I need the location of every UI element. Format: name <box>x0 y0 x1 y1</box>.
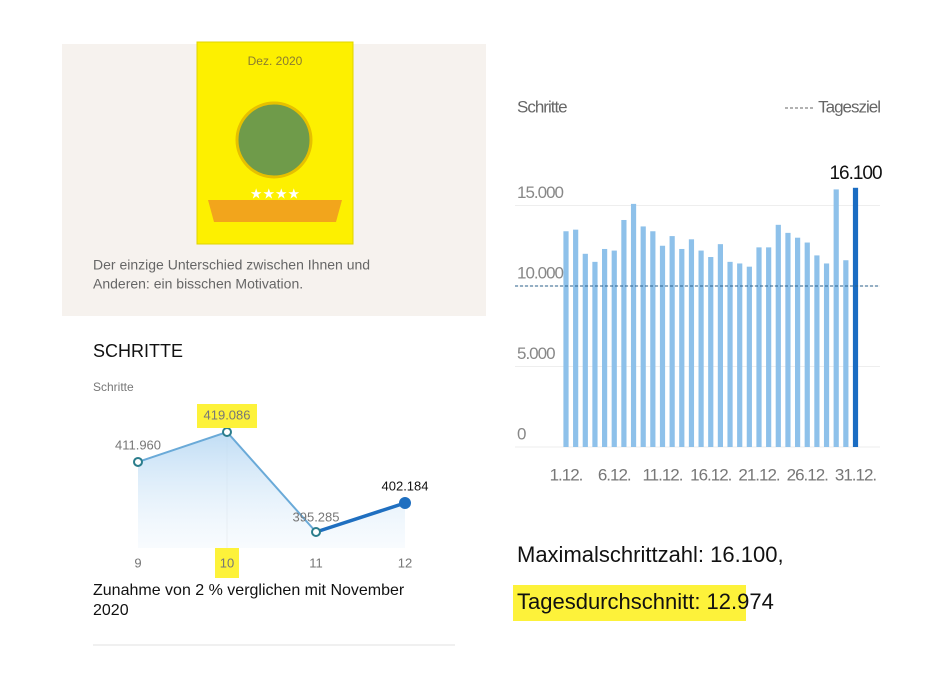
summary-max: Maximalschrittzahl: 16.100, <box>517 542 784 567</box>
bar <box>843 260 849 447</box>
value-label: 411.960 <box>115 437 161 452</box>
bar <box>698 250 704 447</box>
bar <box>592 261 598 447</box>
badge-title: Dez. 2020 <box>248 54 303 68</box>
bar <box>766 247 772 447</box>
x-tick-label: 11 <box>309 555 323 570</box>
bar <box>708 257 714 447</box>
y-tick-label: 10.000 <box>517 263 564 282</box>
bar <box>756 247 762 447</box>
card-text: Anderen: ein bisschen Motivation. <box>93 276 303 292</box>
legend-label: Tagesziel <box>818 97 880 116</box>
y-tick-label: 5.000 <box>517 344 555 363</box>
value-label: 395.285 <box>293 509 340 524</box>
point <box>399 497 411 510</box>
x-tick-label: 31.12. <box>835 465 877 484</box>
highlight <box>513 585 746 621</box>
value-label: 419.086 <box>204 407 251 422</box>
bar <box>775 224 781 447</box>
x-tick-label: 21.12. <box>738 465 780 484</box>
caption: 2020 <box>93 602 129 619</box>
y-axis-label: Schritte <box>93 380 134 394</box>
bar <box>804 242 810 447</box>
label-highlight <box>197 404 257 428</box>
bar <box>795 237 801 447</box>
section-title: SCHRITTE <box>93 341 183 361</box>
badge-ribbon <box>208 200 342 222</box>
bar <box>630 203 637 447</box>
x-tick-label: 26.12. <box>787 465 829 484</box>
bar <box>659 245 666 447</box>
badge-photo <box>235 101 313 179</box>
bar <box>621 219 627 447</box>
bar <box>727 261 733 447</box>
line-highlight <box>315 501 406 534</box>
bar <box>602 248 608 447</box>
bar <box>814 255 820 447</box>
card-text: Der einzige Unterschied zwischen Ihnen u… <box>93 257 370 273</box>
x-tick-label: 11.12. <box>642 465 682 484</box>
summary-average: Tagesdurchschnitt: 12.974 <box>517 589 774 614</box>
bar <box>640 226 646 447</box>
label-highlight <box>215 548 239 578</box>
bar <box>717 244 723 447</box>
bar <box>679 248 685 447</box>
y-tick-label: 15.000 <box>517 183 564 202</box>
y-axis-label: Schritte <box>517 97 567 116</box>
x-tick-label: 1.12. <box>550 465 583 484</box>
x-tick-label: 9 <box>134 555 141 570</box>
caption: Zunahme von 2 % verglichen mit November <box>93 582 405 599</box>
bar <box>669 236 675 447</box>
bar <box>737 263 743 447</box>
bar <box>833 189 839 447</box>
bar <box>582 253 588 447</box>
x-tick-label: 12 <box>398 555 412 570</box>
area <box>138 432 405 548</box>
bar <box>785 232 791 447</box>
bar <box>746 266 752 447</box>
point <box>222 427 232 437</box>
bar <box>563 231 569 447</box>
bar <box>611 250 617 447</box>
y-tick-label: 0 <box>517 424 526 443</box>
x-tick-label: 10 <box>220 555 234 570</box>
point <box>133 456 143 467</box>
x-tick-label: 16.12. <box>690 465 732 484</box>
bar <box>688 239 695 447</box>
value-label: 402.184 <box>382 478 429 493</box>
bar <box>852 187 859 448</box>
point <box>311 527 321 537</box>
bar <box>823 263 830 447</box>
x-tick-label: 6.12. <box>598 465 631 484</box>
bar <box>573 229 579 447</box>
bar <box>650 231 656 447</box>
value-label: 16.100 <box>829 163 882 184</box>
badge-stars: ★★★★ <box>250 186 300 202</box>
